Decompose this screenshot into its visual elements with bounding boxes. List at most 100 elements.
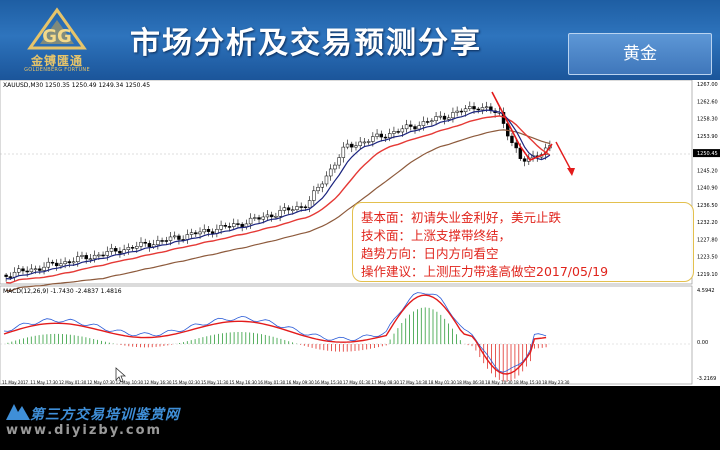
time-tick-label: 15 May 02:30 — [173, 380, 201, 385]
price-chart-area: 1267.00 1262.60 1258.30 1253.90 1250.45 1245.… — [0, 80, 720, 386]
candle-body — [291, 209, 295, 211]
candle-body — [366, 141, 371, 143]
price-tick-label: 1232.20 — [697, 220, 718, 226]
candle-body — [286, 207, 291, 211]
candle-body — [421, 121, 426, 126]
macd-tick-label: 4.5942 — [697, 288, 715, 294]
candle-body — [219, 225, 223, 230]
time-tick-label: 17 May 14:30 — [400, 380, 428, 385]
time-tick-label: 18 May 10:30 — [485, 380, 513, 385]
price-tick-label: 1236.50 — [697, 203, 718, 209]
candle-body — [113, 248, 118, 252]
candle-body — [518, 147, 523, 159]
candle-body — [130, 247, 135, 249]
candle-body — [383, 136, 388, 139]
candle-body — [147, 243, 152, 248]
note-trend: 趋势方向：日内方向看空 — [361, 246, 499, 261]
candle-body — [46, 261, 50, 268]
time-tick-label: 17 May 08:30 — [371, 380, 399, 385]
price-tick-label: 1250.45 — [697, 151, 718, 157]
candle-body — [50, 261, 55, 264]
candle-body — [21, 268, 25, 272]
projection-arrow — [555, 141, 573, 173]
macd-tick-label: -3.2169 — [697, 376, 716, 382]
candle-body — [227, 226, 232, 228]
candle-body — [118, 250, 122, 254]
candle-body — [350, 143, 354, 148]
candle-body — [168, 236, 173, 241]
candle-body — [417, 125, 421, 130]
price-tick-label: 1258.30 — [697, 117, 718, 123]
trend-arrows — [491, 91, 575, 176]
time-tick-label: 15 May 11:30 — [201, 380, 229, 385]
candle-body — [29, 268, 34, 273]
logo-subtext: GOLDENBERG FORTUNE — [24, 67, 90, 73]
candle-body — [38, 268, 42, 271]
candle-body — [261, 216, 265, 220]
candle-body — [139, 241, 143, 247]
candle-body — [269, 214, 274, 218]
candle-body — [67, 261, 72, 264]
candle-body — [164, 240, 169, 242]
time-tick-label: 18 May 01:30 — [428, 380, 456, 385]
price-tick-label: 1245.20 — [697, 168, 718, 174]
candle-body — [354, 145, 358, 148]
time-tick-label: 15 May 16:30 — [229, 380, 257, 385]
time-tick-label: 18 May 06:30 — [457, 380, 485, 385]
candle-body — [476, 108, 480, 111]
page-title: 市场分析及交易预测分享 — [130, 26, 482, 61]
ma-fast-line — [6, 109, 551, 280]
candle-body — [303, 206, 308, 209]
candle-body — [307, 200, 312, 208]
candle-body — [434, 116, 438, 121]
candle-body — [177, 235, 181, 240]
candle-body — [316, 186, 320, 192]
candle-body — [299, 206, 303, 208]
candle-body — [438, 115, 443, 118]
candle-body — [379, 133, 384, 138]
candle-body — [278, 210, 282, 217]
watermark-url: www.diyizby.com — [6, 423, 163, 438]
price-tick-label: 1253.90 — [697, 134, 718, 140]
candle-body — [54, 262, 59, 267]
candle-body — [257, 217, 261, 220]
candle-body — [442, 115, 447, 120]
candle-body — [510, 135, 514, 143]
candle-body — [375, 133, 379, 137]
time-tick-label: 18 May 15:30 — [514, 380, 542, 385]
candle-body — [472, 106, 476, 110]
time-tick-label: 11 May 17:30 — [30, 380, 58, 385]
price-axis: 1267.00 1262.60 1258.30 1253.90 1250.45 1245.… — [693, 82, 720, 382]
candle-body — [206, 229, 211, 232]
candle-body — [42, 266, 46, 271]
candle-body — [25, 270, 29, 273]
price-tick-label: 1267.00 — [697, 82, 718, 88]
time-tick-label: 11 May 2017 — [2, 380, 29, 385]
time-tick-label: 16 May 15:30 — [315, 380, 343, 385]
candle-body — [425, 121, 430, 123]
candle-body — [8, 276, 13, 278]
candle-body — [185, 234, 190, 240]
macd-signal-line — [3, 294, 547, 375]
time-tick-label: 12 May 01:30 — [59, 380, 87, 385]
candle-body — [522, 158, 527, 162]
symbol-readout: XAUUSD,M30 1250.35 1250.49 1249.34 1250.… — [3, 82, 151, 89]
time-tick-label: 12 May 07:30 — [87, 380, 115, 385]
company-logo: GG 金镈匯通 GOLDENBERG FORTUNE — [14, 6, 100, 74]
watermark-logo-icon — [6, 404, 30, 420]
candle-body — [97, 254, 101, 257]
candle-body — [451, 112, 455, 119]
candle-body — [396, 131, 400, 133]
candle-body — [109, 248, 114, 252]
candle-body — [17, 268, 21, 273]
candle-body — [337, 157, 341, 166]
candle-body — [248, 217, 253, 225]
macd-readout: MACD(12,26,9) -1.7430 -2.4837 1.4816 — [3, 288, 122, 295]
moving-averages — [6, 109, 551, 292]
candle-body — [189, 232, 194, 235]
candle-body — [210, 231, 215, 234]
footer: 第三方交易培训鉴赏网 www.diyizby.com — [0, 386, 720, 450]
price-tick-label: 1262.60 — [697, 99, 718, 105]
candle-body — [71, 261, 76, 264]
watermark-title: 第三方交易培训鉴赏网 — [30, 407, 180, 423]
